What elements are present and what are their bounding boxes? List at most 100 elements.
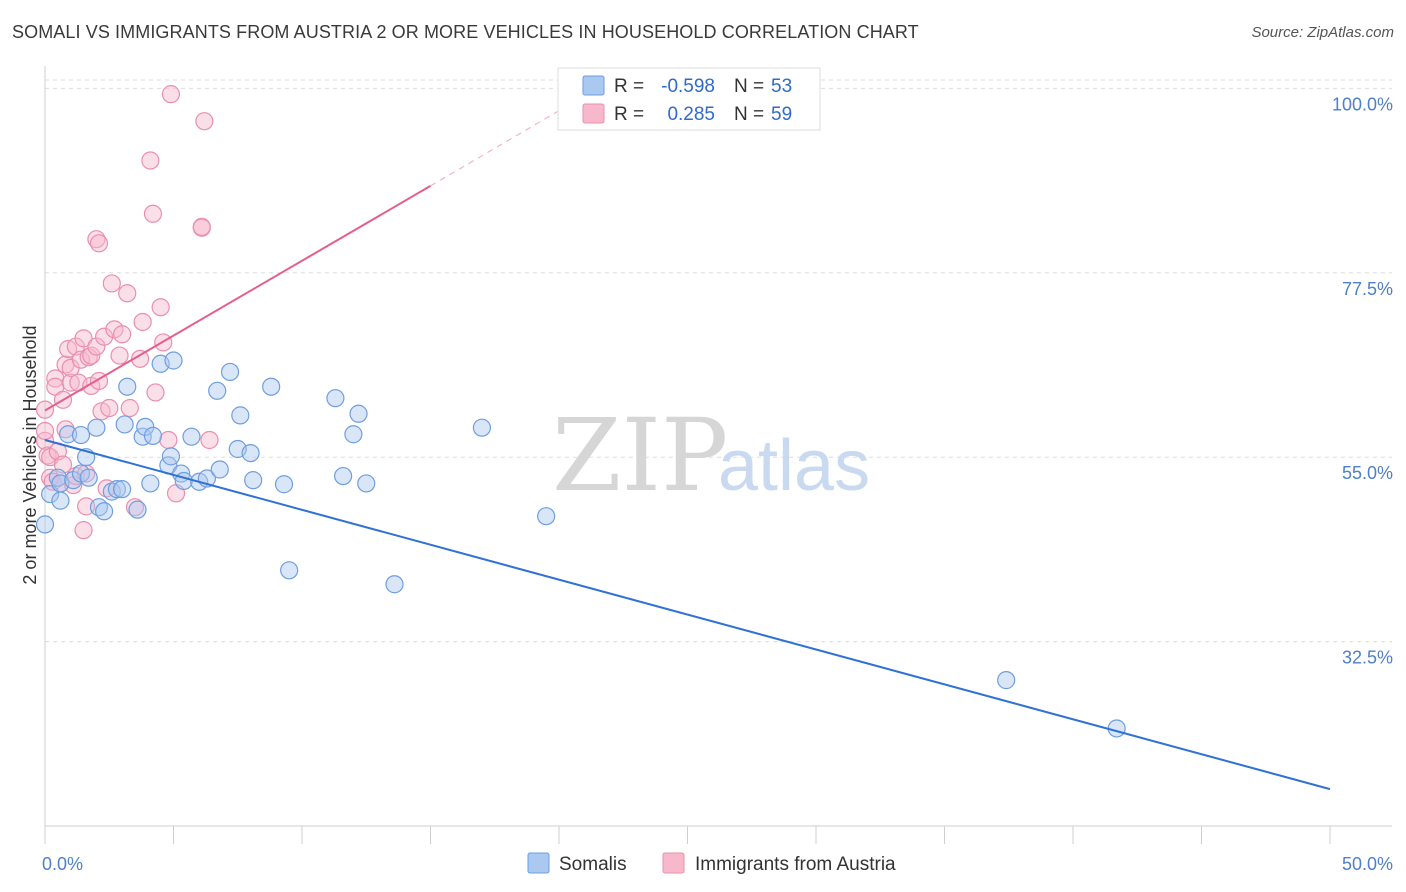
y-tick-labels: 32.5% 55.0% 77.5% 100.0% — [1332, 94, 1393, 667]
point-austria-35 — [95, 327, 114, 346]
legend-n-label-austria: N = — [734, 104, 764, 125]
y-tick-label-2: 77.5% — [1342, 279, 1393, 299]
point-somali-16 — [112, 480, 132, 499]
legend-bottom-label-austria: Immigrants from Austria — [695, 854, 896, 875]
x-tick-labels: 0.0% 50.0% — [42, 854, 1393, 874]
point-somali-23 — [143, 426, 163, 445]
legend-bottom-swatch-somalis — [527, 852, 550, 874]
x-tick-label-1: 50.0% — [1342, 854, 1393, 874]
point-austria-45 — [130, 349, 150, 368]
point-austria-52 — [159, 430, 178, 450]
point-somali-46 — [349, 404, 368, 423]
point-austria-47 — [141, 151, 160, 170]
point-austria-49 — [146, 383, 165, 402]
point-somali-38 — [241, 443, 260, 463]
x-tick-label-0: 0.0% — [42, 854, 83, 874]
trend-line-austria — [44, 185, 432, 412]
point-austria-57 — [195, 112, 214, 131]
point-austria-46 — [133, 312, 152, 332]
point-somali-15 — [107, 480, 127, 499]
point-somali-8 — [71, 425, 91, 445]
legend-bottom-label-somalis: Somalis — [559, 854, 627, 875]
data-points — [35, 85, 1126, 738]
legend-series: Somalis Immigrants from Austria — [527, 852, 896, 875]
point-somali-30 — [182, 427, 201, 446]
point-somali-0 — [35, 515, 55, 534]
point-somali-19 — [128, 500, 147, 519]
point-austria-40 — [110, 346, 129, 365]
point-somali-17 — [115, 415, 134, 434]
point-austria-2 — [35, 421, 55, 441]
point-austria-56 — [192, 217, 211, 236]
point-somali-35 — [220, 362, 240, 382]
point-austria-42 — [118, 284, 137, 303]
point-austria-28 — [82, 346, 101, 365]
trend-line-austria-extension — [430, 102, 573, 187]
point-somali-26 — [161, 447, 181, 466]
point-somali-52 — [1107, 719, 1126, 738]
point-somali-34 — [210, 460, 229, 479]
point-somali-10 — [79, 468, 98, 487]
point-somali-18 — [118, 377, 137, 396]
point-somali-50 — [537, 507, 556, 526]
point-somali-39 — [244, 471, 263, 490]
point-somali-47 — [357, 474, 376, 493]
trend-line-somalis — [44, 439, 1331, 791]
watermark: ZIP atlas — [552, 397, 870, 514]
legend-stats: R = -0.598 N = 53 R = 0.285 N = 59 — [557, 67, 821, 131]
point-somali-13 — [95, 502, 114, 521]
legend-swatch-austria — [582, 103, 605, 124]
legend-swatch-somalis — [582, 75, 605, 96]
point-austria-58 — [200, 430, 219, 450]
trend-lines — [44, 102, 1331, 791]
point-somali-33 — [208, 381, 227, 400]
legend-bottom-swatch-austria — [662, 852, 685, 874]
point-somali-40 — [262, 377, 281, 396]
axes — [44, 66, 1392, 844]
y-axis-label: 2 or more Vehicles in Household — [20, 325, 40, 584]
y-tick-label-0: 32.5% — [1342, 648, 1393, 668]
point-somali-43 — [326, 389, 345, 408]
point-somali-29 — [174, 471, 193, 491]
point-austria-53 — [161, 85, 181, 104]
point-austria-48 — [143, 204, 163, 223]
point-austria-43 — [120, 398, 139, 418]
point-austria-44 — [125, 498, 145, 517]
point-somali-5 — [59, 425, 78, 444]
point-somali-4 — [51, 491, 70, 510]
point-austria-25 — [77, 497, 96, 516]
point-austria-36 — [97, 479, 116, 498]
chart-title: SOMALI VS IMMIGRANTS FROM AUSTRIA 2 OR M… — [12, 22, 919, 42]
point-somali-22 — [141, 474, 160, 493]
legend-r-value-austria: 0.285 — [667, 104, 715, 125]
point-somali-44 — [334, 466, 353, 486]
legend-n-value-somalis: 53 — [771, 76, 792, 97]
point-austria-30 — [87, 337, 106, 356]
point-somali-37 — [231, 406, 250, 425]
source-label: Source: ZipAtlas.com — [1251, 24, 1394, 41]
legend-r-label-somalis: R = — [614, 76, 644, 97]
point-austria-32 — [89, 234, 109, 253]
grid-lines — [45, 79, 1392, 643]
watermark-zip: ZIP — [552, 397, 728, 514]
legend-r-label-austria: R = — [614, 104, 644, 125]
point-austria-38 — [102, 274, 121, 293]
point-somali-42 — [280, 561, 299, 580]
point-somali-27 — [164, 351, 183, 370]
legend-r-value-somalis: -0.598 — [661, 76, 715, 97]
legend-n-value-austria: 59 — [771, 104, 792, 125]
point-somali-48 — [385, 575, 404, 594]
point-austria-37 — [100, 398, 119, 418]
point-somali-49 — [472, 418, 491, 437]
point-austria-23 — [74, 329, 93, 348]
point-somali-41 — [274, 475, 294, 494]
y-tick-label-3: 100.0% — [1332, 94, 1393, 114]
point-somali-51 — [997, 671, 1016, 690]
watermark-atlas: atlas — [718, 426, 870, 506]
point-somali-11 — [87, 418, 106, 437]
y-tick-label-1: 55.0% — [1342, 463, 1393, 483]
legend-n-label-somalis: N = — [734, 76, 764, 97]
point-austria-16 — [61, 373, 80, 392]
point-austria-41 — [112, 325, 132, 344]
point-somali-45 — [344, 425, 363, 444]
